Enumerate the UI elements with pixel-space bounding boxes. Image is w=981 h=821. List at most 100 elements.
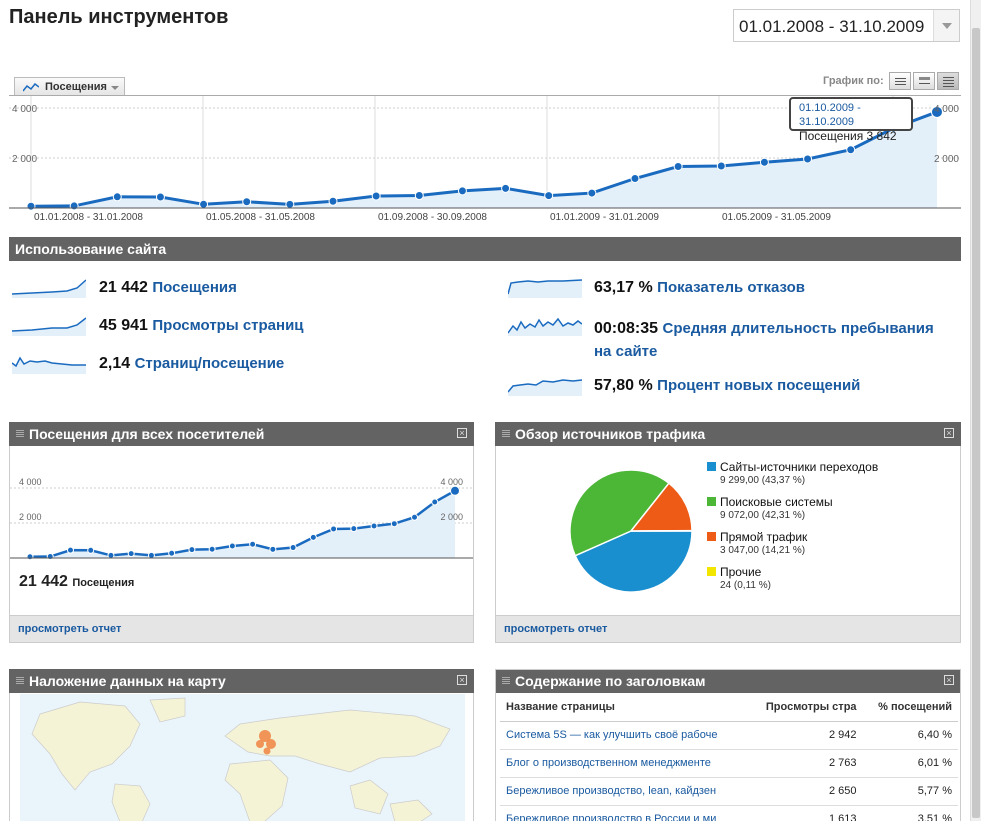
page-title-link[interactable]: Бережливое производство, lean, кайдзен <box>500 777 749 806</box>
stat-visits: 21 442 Посещения <box>99 279 237 301</box>
date-range-picker[interactable]: 01.01.2008 - 31.10.2009 <box>733 9 960 42</box>
y-tick-label: 2 000 <box>12 154 37 165</box>
legend-label: Прямой трафик <box>720 530 808 544</box>
pie-slice <box>629 482 693 532</box>
drag-handle-icon[interactable] <box>502 677 510 685</box>
traffic-legend: Сайты-источники переходов 9 299,00 (43,3… <box>707 460 878 593</box>
x-tick-label: 01.01.2009 - 31.01.2009 <box>550 212 659 223</box>
world-map[interactable] <box>20 694 465 821</box>
data-point <box>328 196 338 206</box>
chevron-down-icon <box>111 86 119 90</box>
percent-cell: 6,40 % <box>862 721 958 750</box>
legend-detail: 9 299,00 (43,37 %) <box>720 475 806 486</box>
y-tick-label: 2 000 <box>19 512 42 522</box>
graph-by-day-button[interactable] <box>889 72 911 90</box>
stat-link[interactable]: Процент новых посещений <box>657 377 861 394</box>
data-point <box>931 105 943 118</box>
graph-by-month-button[interactable] <box>937 72 959 90</box>
y-tick-label: 4 000 <box>19 477 42 487</box>
visits-mini-chart[interactable]: 4 000 4 000 2 000 2 000 <box>10 470 473 570</box>
page-title-link[interactable]: Система 5S — как улучшить своё рабоче <box>500 721 749 750</box>
percent-cell: 5,77 % <box>862 777 958 806</box>
y-tick-label: 4 000 <box>12 104 37 115</box>
data-point <box>46 553 54 561</box>
stat-link[interactable]: Посещения <box>152 279 237 296</box>
map-panel-header[interactable]: Наложение данных на карту × <box>9 669 474 693</box>
drag-handle-icon[interactable] <box>16 430 24 438</box>
legend-item[interactable]: Прочие 24 (0,11 %) <box>707 565 878 593</box>
data-point <box>289 544 297 552</box>
data-point <box>66 546 74 554</box>
traffic-panel-footer: просмотреть отчет <box>496 615 960 642</box>
data-point <box>87 546 95 554</box>
visits-over-time-chart[interactable]: 4 000 4 000 2 000 2 000 01.01.2008 - 31.01.2… <box>9 95 961 225</box>
close-icon[interactable]: × <box>457 675 467 685</box>
sparkline-visits <box>12 279 86 298</box>
site-usage-header: Использование сайта <box>9 237 961 261</box>
percent-cell: 3,51 % <box>862 805 958 821</box>
stat-link[interactable]: Просмотры страниц <box>152 317 304 334</box>
legend-detail: 9 072,00 (42,31 %) <box>720 510 806 521</box>
content-panel-header[interactable]: Содержание по заголовкам × <box>496 670 960 693</box>
pie-slice <box>569 469 670 557</box>
data-point <box>390 520 398 528</box>
stat-bounce-rate: 63,17 % Показатель отказов <box>594 279 805 301</box>
site-usage-title: Использование сайта <box>15 241 167 257</box>
stat-value: 45 941 <box>99 317 148 334</box>
data-point <box>269 545 277 553</box>
graph-by-week-button[interactable] <box>913 72 935 90</box>
stat-value: 00:08:35 <box>594 320 659 337</box>
stat-link[interactable]: Средняя длительность пребывания на сайте <box>594 320 934 360</box>
close-icon[interactable]: × <box>457 428 467 438</box>
legend-item[interactable]: Поисковые системы 9 072,00 (42,31 %) <box>707 495 878 523</box>
visits-panel-header[interactable]: Посещения для всех посетителей × <box>9 422 474 446</box>
chevron-down-icon[interactable] <box>933 10 959 41</box>
close-icon[interactable]: × <box>944 675 954 685</box>
pageviews-cell: 2 763 <box>748 749 863 778</box>
content-by-title-panel: Содержание по заголовкам × Название стра… <box>495 669 961 821</box>
tooltip-date: 01.10.2009 - 31.10.2009 <box>799 102 861 128</box>
page-title-link[interactable]: Блог о производственном менеджменте <box>500 749 749 778</box>
data-point <box>411 513 419 521</box>
traffic-sources-pie-chart[interactable] <box>566 466 696 596</box>
pageviews-cell: 2 942 <box>748 721 863 750</box>
close-icon[interactable]: × <box>944 428 954 438</box>
map-marker <box>263 747 271 755</box>
page-scrollbar[interactable] <box>970 0 981 821</box>
stat-value: 2,14 <box>99 355 131 372</box>
stat-link[interactable]: Показатель отказов <box>657 279 805 296</box>
legend-item[interactable]: Прямой трафик 3 047,00 (14,21 %) <box>707 530 878 558</box>
data-point <box>759 157 769 167</box>
stat-pageviews: 45 941 Просмотры страниц <box>99 317 304 339</box>
visits-total: 21 442 Посещения <box>19 573 134 591</box>
data-point <box>673 162 683 171</box>
sparkline-bounce-rate <box>508 279 582 298</box>
column-header[interactable]: Название страницы <box>500 694 749 722</box>
view-report-link[interactable]: просмотреть отчет <box>504 623 608 635</box>
data-point <box>716 161 726 171</box>
scrollbar-thumb[interactable] <box>972 28 980 818</box>
data-point <box>330 525 338 533</box>
y-tick-label: 2 000 <box>934 154 959 165</box>
traffic-panel-header[interactable]: Обзор источников трафика × <box>495 422 961 446</box>
metric-dropdown[interactable]: Посещения <box>14 77 125 96</box>
x-tick-label: 01.01.2008 - 31.01.2008 <box>34 212 143 223</box>
drag-handle-icon[interactable] <box>16 677 24 685</box>
column-header[interactable]: % посещений <box>862 694 958 722</box>
metric-dropdown-label: Посещения <box>45 81 107 93</box>
column-header[interactable]: Просмотры стра <box>748 694 863 722</box>
legend-swatch <box>707 532 716 541</box>
data-point <box>457 186 467 196</box>
data-point <box>188 546 196 554</box>
stat-link[interactable]: Страниц/посещение <box>134 355 285 372</box>
data-point <box>285 199 295 209</box>
data-point <box>630 174 640 183</box>
visits-area <box>31 111 937 208</box>
data-point <box>228 542 236 550</box>
table-row: Блог о производственном менеджменте 2 76… <box>500 749 958 778</box>
view-report-link[interactable]: просмотреть отчет <box>18 623 122 635</box>
page-title-link[interactable]: Бережливое производство в России и ми <box>500 805 749 821</box>
drag-handle-icon[interactable] <box>502 430 510 438</box>
legend-item[interactable]: Сайты-источники переходов 9 299,00 (43,3… <box>707 460 878 488</box>
data-point <box>26 553 34 561</box>
